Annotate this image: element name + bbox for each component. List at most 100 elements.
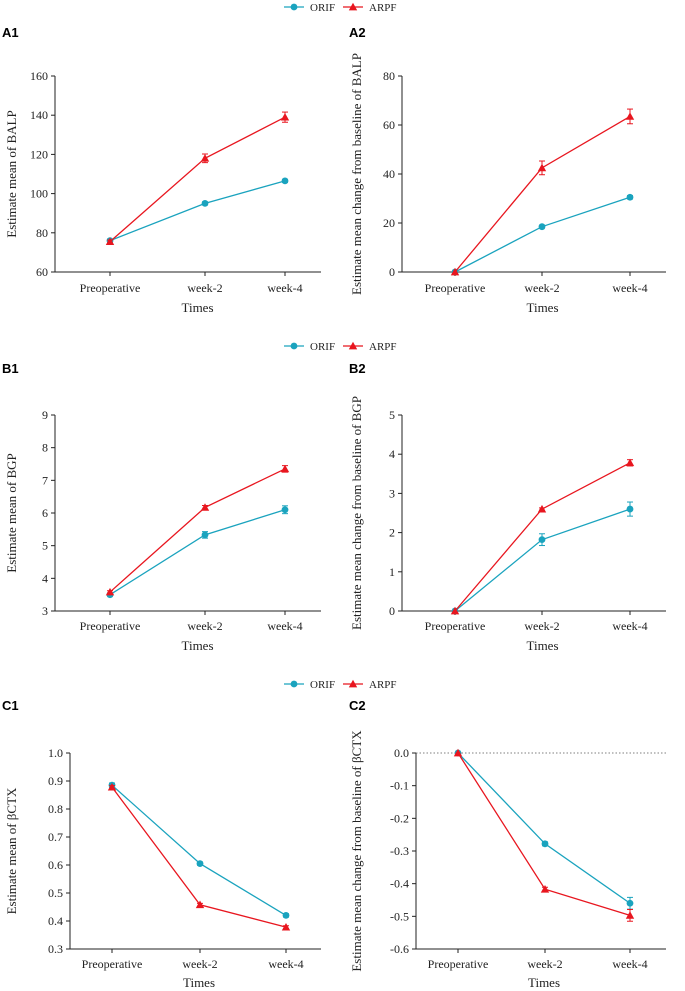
- legend-label-orif: ORIF: [310, 341, 335, 353]
- y-tick-label: 0: [389, 265, 395, 279]
- chart-b2: B2 0 1 2 3 4 5 Preoperative week-2 week-4 Times Est…: [349, 361, 666, 653]
- legend-label-orif: ORIF: [310, 2, 335, 14]
- y-tick-label: 160: [30, 69, 48, 83]
- x-axis-title: Times: [183, 975, 215, 990]
- chart-a1: A1 60 80 100 120 140 160 Preoperative week-2 week…: [2, 25, 321, 315]
- panel-label: A2: [349, 25, 366, 40]
- y-tick-label: 0.6: [48, 858, 63, 872]
- y-tick-label: 40: [383, 167, 395, 181]
- y-axis-title: Estimate mean of BALP: [4, 110, 19, 237]
- y-tick-label: 2: [389, 526, 395, 540]
- y-tick-label: 0.0: [394, 746, 409, 760]
- y-tick-label: 60: [383, 118, 395, 132]
- y-tick-label: 100: [30, 187, 48, 201]
- data-point-arpf: [537, 504, 547, 513]
- data-point-orif: [281, 506, 289, 514]
- y-tick-label: 4: [42, 571, 48, 585]
- data-point-arpf: [280, 112, 290, 121]
- legend-label-orif: ORIF: [310, 679, 335, 691]
- series-line-orif: [109, 509, 286, 596]
- series-arpf: [453, 748, 635, 922]
- x-axis-title: Times: [526, 638, 558, 653]
- chart-c1: C1 0.3 0.4 0.5 0.6 0.7 0.8 0.9 1.0 Preoperative we…: [2, 698, 321, 990]
- data-point-arpf: [200, 503, 210, 511]
- y-tick-label: 0.7: [48, 830, 63, 844]
- x-tick-label: week-2: [524, 619, 559, 633]
- panel-label: B2: [349, 361, 366, 376]
- x-tick-label: week-2: [527, 957, 562, 971]
- y-tick-label: 5: [42, 539, 48, 553]
- x-axis-title: Times: [526, 300, 558, 315]
- x-tick-label: week-2: [187, 619, 222, 633]
- series-line-orif: [457, 752, 631, 904]
- data-point-arpf: [105, 587, 115, 596]
- y-tick-label: 60: [36, 265, 48, 279]
- chart-a2: A2 0 20 40 60 80 Preoperative week-2 week-4 Times…: [349, 25, 666, 315]
- chart-c2: C2 -0.6 -0.5 -0.4 -0.3 -0.2 -0.1 0.0 Preoperativ…: [349, 698, 666, 990]
- y-tick-label: 0.4: [48, 914, 63, 928]
- y-tick-label: 5: [389, 408, 395, 422]
- x-tick-label: week-2: [182, 957, 217, 971]
- data-point-orif: [541, 840, 549, 848]
- panel-label: C1: [2, 698, 19, 713]
- y-tick-label: 1.0: [48, 746, 63, 760]
- x-tick-label: week-2: [524, 281, 559, 295]
- data-point-arpf: [281, 922, 291, 931]
- y-tick-label: 80: [36, 226, 48, 240]
- y-axis-title: Estimate mean of βCTX: [4, 787, 19, 914]
- legend-marker-orif: [290, 680, 298, 688]
- legend-label-arpf: ARPF: [369, 679, 397, 691]
- x-tick-label: Preoperative: [80, 619, 141, 633]
- y-axis-title: Estimate mean change from baseline of BA…: [349, 53, 364, 295]
- legend: ORIF ARPF: [284, 679, 397, 691]
- x-tick-label: week-4: [268, 957, 303, 971]
- data-point-arpf: [453, 748, 463, 757]
- y-tick-label: 4: [389, 447, 395, 461]
- x-tick-label: week-2: [187, 281, 222, 295]
- y-tick-label: 1: [389, 565, 395, 579]
- y-tick-label: 120: [30, 147, 48, 161]
- x-tick-label: Preoperative: [82, 957, 143, 971]
- y-tick-label: 0.3: [48, 942, 63, 956]
- data-point-arpf: [450, 267, 460, 276]
- data-point-arpf: [280, 464, 290, 473]
- series-orif: [451, 193, 634, 276]
- panel-label: C2: [349, 698, 366, 713]
- y-tick-label: 0.8: [48, 802, 63, 816]
- data-point-arpf: [107, 782, 117, 791]
- series-line-orif: [454, 508, 631, 612]
- legend-marker-arpf: [348, 679, 358, 688]
- x-tick-label: Preoperative: [80, 281, 141, 295]
- chart-b1: B1 3 4 5 6 7 8 9 Preoperative week-2 week-4 Times Es…: [2, 361, 321, 653]
- series-line-arpf: [109, 468, 286, 593]
- series-arpf: [450, 458, 635, 615]
- x-tick-label: week-4: [612, 619, 647, 633]
- data-point-orif: [626, 193, 634, 201]
- y-axis-title: Estimate mean of BGP: [4, 453, 19, 573]
- series-line-orif: [111, 784, 287, 916]
- data-point-arpf: [625, 458, 635, 467]
- y-tick-label: -0.4: [390, 877, 409, 891]
- y-axis-title: Estimate mean change from baseline of BG…: [349, 396, 364, 630]
- data-point-arpf: [450, 606, 460, 615]
- data-point-orif: [626, 505, 634, 513]
- y-axis-title: Estimate mean change from baseline of βC…: [349, 730, 364, 972]
- y-tick-label: 0: [389, 604, 395, 618]
- data-point-orif: [538, 536, 546, 544]
- y-tick-label: 0.5: [48, 886, 63, 900]
- y-tick-label: 3: [42, 604, 48, 618]
- y-tick-label: 0.9: [48, 774, 63, 788]
- data-point-orif: [281, 177, 289, 185]
- y-tick-label: 9: [42, 408, 48, 422]
- y-tick-label: 8: [42, 441, 48, 455]
- panel-label: B1: [2, 361, 19, 376]
- y-tick-label: 80: [383, 69, 395, 83]
- x-axis-title: Times: [528, 975, 560, 990]
- y-tick-label: -0.2: [390, 811, 409, 825]
- x-axis-title: Times: [181, 300, 213, 315]
- x-tick-label: Preoperative: [428, 957, 489, 971]
- legend: ORIF ARPF: [284, 2, 397, 14]
- x-tick-label: Preoperative: [425, 281, 486, 295]
- x-tick-label: Preoperative: [425, 619, 486, 633]
- y-tick-label: 20: [383, 216, 395, 230]
